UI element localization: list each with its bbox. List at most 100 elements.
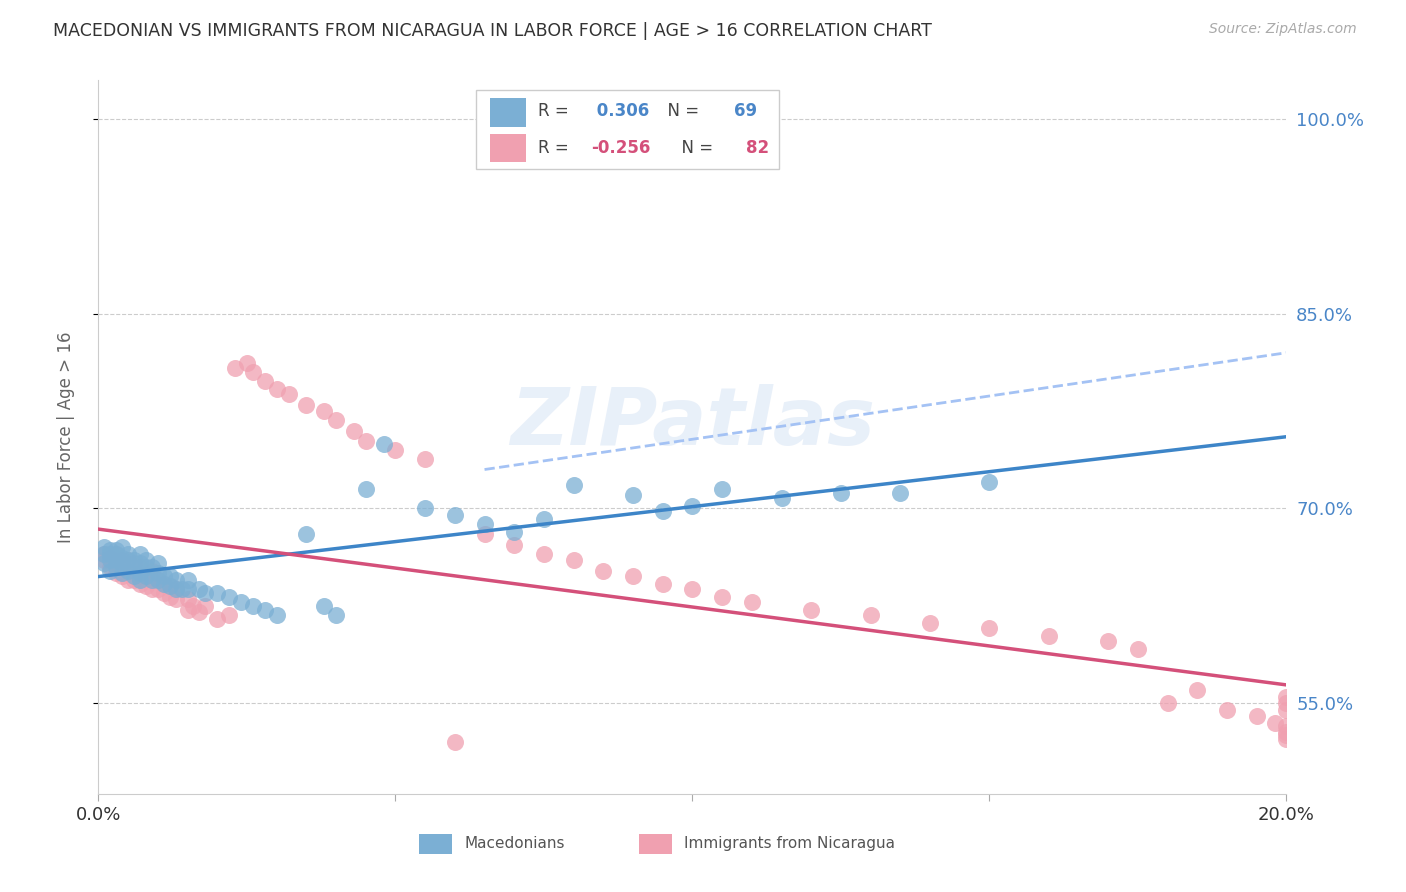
Point [562,478,585,492]
Point [1187,683,1209,698]
Point [443,508,465,522]
Point [1097,633,1119,648]
Point [135,569,157,583]
Point [141,573,163,587]
Point [194,599,217,613]
Point [800,602,823,616]
Point [621,488,644,502]
Point [93,547,115,561]
Point [413,501,436,516]
Point [474,516,496,531]
Point [176,602,198,616]
Point [159,579,181,593]
Point [533,547,555,561]
Point [592,564,614,578]
Point [122,556,145,570]
Point [129,569,152,583]
Point [242,365,264,379]
Point [159,569,181,583]
Point [218,607,240,622]
Point [111,566,134,581]
Point [146,573,169,587]
Point [141,564,163,578]
Point [253,602,276,616]
Point [105,547,128,561]
Point [129,547,152,561]
Point [129,573,152,587]
Point [122,553,145,567]
Point [122,559,145,574]
Point [122,566,145,581]
Point [117,564,139,578]
Point [533,512,555,526]
Point [98,543,121,558]
Point [205,612,228,626]
Point [105,559,128,574]
Point [325,413,347,427]
Point [343,424,366,438]
Point [183,599,205,613]
Point [1275,724,1298,739]
Point [1156,696,1178,710]
Point [1246,709,1268,723]
Point [188,605,211,619]
Point [117,573,139,587]
Point [205,586,228,600]
Point [122,569,145,583]
Point [830,486,852,500]
Point [98,564,121,578]
Bar [638,834,672,854]
Point [253,374,276,388]
Point [98,547,121,561]
Point [111,550,134,565]
Point [1264,715,1286,730]
Point [98,550,121,565]
Point [277,387,299,401]
Point [98,559,121,574]
Point [111,556,134,570]
Point [1275,719,1298,733]
Point [93,553,115,567]
Point [266,382,288,396]
Point [93,541,115,555]
Point [141,559,163,574]
Point [117,553,139,567]
Point [1275,696,1298,710]
Point [122,573,145,587]
Point [242,599,264,613]
Point [770,491,793,505]
Point [152,576,174,591]
Point [111,559,134,574]
Point [562,553,585,567]
Point [135,559,157,574]
Point [711,482,734,496]
Point [384,443,406,458]
Point [146,582,169,596]
Text: Immigrants from Nicaragua: Immigrants from Nicaragua [685,836,896,851]
Point [129,556,152,570]
Point [651,504,673,518]
Point [979,475,1001,490]
Point [105,553,128,567]
Text: Source: ZipAtlas.com: Source: ZipAtlas.com [1209,22,1357,37]
Point [170,582,193,596]
Point [859,607,882,622]
Point [146,566,169,581]
Point [176,582,198,596]
Text: Macedonians: Macedonians [464,836,565,851]
Point [165,582,187,596]
Point [295,398,318,412]
Point [621,569,644,583]
Point [413,452,436,467]
Point [188,582,211,596]
Point [314,404,336,418]
Point [135,569,157,583]
Point [117,553,139,567]
Text: N =: N = [657,102,704,120]
Point [93,547,115,561]
Point [141,573,163,587]
Point [354,434,377,448]
Point [165,573,187,587]
Point [117,547,139,561]
Point [159,579,181,593]
